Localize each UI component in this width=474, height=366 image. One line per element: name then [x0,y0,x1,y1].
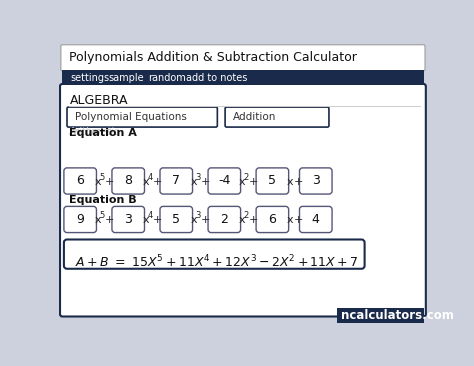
Text: 7: 7 [172,175,180,187]
FancyBboxPatch shape [64,206,96,232]
Text: Polynomial Equations: Polynomial Equations [75,112,187,122]
Text: +: + [105,215,114,225]
Text: x: x [143,215,150,225]
FancyBboxPatch shape [208,168,241,194]
Text: Equation B: Equation B [69,195,136,205]
Text: +: + [293,215,303,225]
Text: Equation A: Equation A [69,128,137,138]
Text: +: + [293,177,303,187]
Text: 3: 3 [312,175,319,187]
FancyBboxPatch shape [256,206,289,232]
Text: +: + [153,177,163,187]
Text: settings: settings [70,73,109,83]
Text: 4: 4 [147,211,153,220]
Text: 2: 2 [220,213,228,226]
Text: Polynomials Addition & Subtraction Calculator: Polynomials Addition & Subtraction Calcu… [69,51,356,64]
Text: +: + [105,177,114,187]
Text: 5: 5 [268,175,276,187]
FancyBboxPatch shape [300,168,332,194]
Text: x: x [191,177,198,187]
Text: 3: 3 [124,213,132,226]
FancyBboxPatch shape [160,168,192,194]
Text: 3: 3 [196,211,201,220]
Text: +: + [153,215,163,225]
Text: 9: 9 [76,213,84,226]
Text: x: x [191,215,198,225]
FancyBboxPatch shape [112,168,145,194]
FancyBboxPatch shape [300,206,332,232]
FancyBboxPatch shape [64,168,96,194]
FancyBboxPatch shape [60,84,426,317]
FancyBboxPatch shape [112,206,145,232]
Text: add to notes: add to notes [186,73,247,83]
Text: 4: 4 [147,173,153,182]
Text: 6: 6 [268,213,276,226]
Text: +: + [201,177,210,187]
Text: x: x [239,177,246,187]
Text: +: + [249,215,258,225]
Text: x: x [239,215,246,225]
FancyBboxPatch shape [256,168,289,194]
FancyBboxPatch shape [67,107,218,127]
FancyBboxPatch shape [160,206,192,232]
Text: x: x [95,215,101,225]
Text: -4: -4 [218,175,230,187]
Text: 5: 5 [100,173,105,182]
Text: 8: 8 [124,175,132,187]
Text: sample: sample [109,73,145,83]
Text: x: x [143,177,150,187]
Text: Addition: Addition [233,112,276,122]
Text: ncalculators.com: ncalculators.com [341,309,454,322]
Text: 5: 5 [100,211,105,220]
Text: random: random [148,73,186,83]
Text: 2: 2 [244,211,249,220]
FancyBboxPatch shape [61,45,425,71]
Bar [337,308,423,324]
Text: 2: 2 [244,173,249,182]
FancyBboxPatch shape [64,239,365,269]
FancyBboxPatch shape [208,206,241,232]
Text: x: x [95,177,101,187]
Text: +: + [201,215,210,225]
FancyBboxPatch shape [225,107,329,127]
Text: Arithmetic: Arithmetic [69,127,119,138]
Bar [63,70,423,86]
Text: 5: 5 [172,213,180,226]
Text: ALGEBRA: ALGEBRA [70,94,128,107]
Text: 3: 3 [196,173,201,182]
Text: x: x [287,177,294,187]
Text: x: x [287,215,294,225]
Text: 4: 4 [312,213,319,226]
Text: 6: 6 [76,175,84,187]
Text: $A + B\ =\ 15X^5 + 11X^4 + 12X^3 - 2X^2 + 11X + 7$: $A + B\ =\ 15X^5 + 11X^4 + 12X^3 - 2X^2 … [75,254,358,270]
Text: +: + [249,177,258,187]
